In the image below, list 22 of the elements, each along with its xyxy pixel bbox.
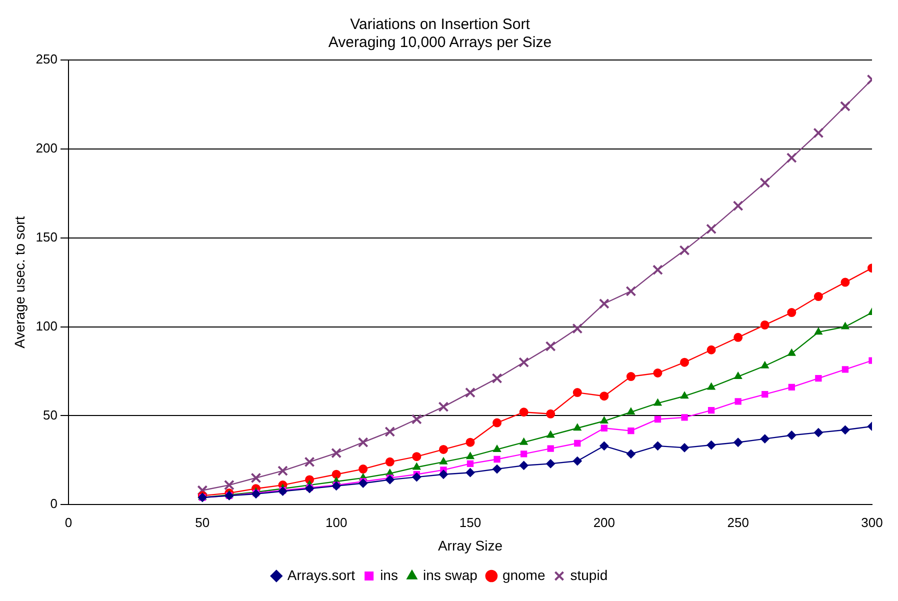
- x-tick-label: 150: [459, 514, 482, 530]
- legend-label: ins swap: [422, 566, 478, 583]
- y-tick-label: 200: [36, 140, 58, 156]
- x-tick-label: 300: [861, 514, 883, 530]
- x-tick-label: 250: [727, 514, 749, 530]
- y-tick-label: 100: [36, 318, 58, 334]
- x-tick-label: 100: [325, 514, 348, 530]
- chart-subtitle: Averaging 10,000 Arrays per Size: [328, 34, 552, 52]
- y-tick-label: 0: [50, 496, 58, 512]
- y-tick-label: 150: [36, 229, 58, 244]
- x-tick-label: 0: [64, 514, 72, 530]
- y-tick-label: 250: [36, 52, 58, 67]
- x-tick-label: 50: [195, 514, 210, 530]
- x-tick-label: 200: [593, 514, 616, 530]
- y-axis-title: Average usec. to sort: [11, 216, 28, 348]
- chart-title: Variations on Insertion Sort: [350, 16, 531, 34]
- legend-label: ins: [380, 566, 398, 583]
- legend-label: gnome: [502, 566, 546, 583]
- x-axis-title: Array Size: [438, 537, 503, 554]
- legend-label: stupid: [570, 566, 608, 583]
- y-tick-label: 50: [43, 407, 58, 422]
- legend-label: Arrays.sort: [287, 566, 356, 583]
